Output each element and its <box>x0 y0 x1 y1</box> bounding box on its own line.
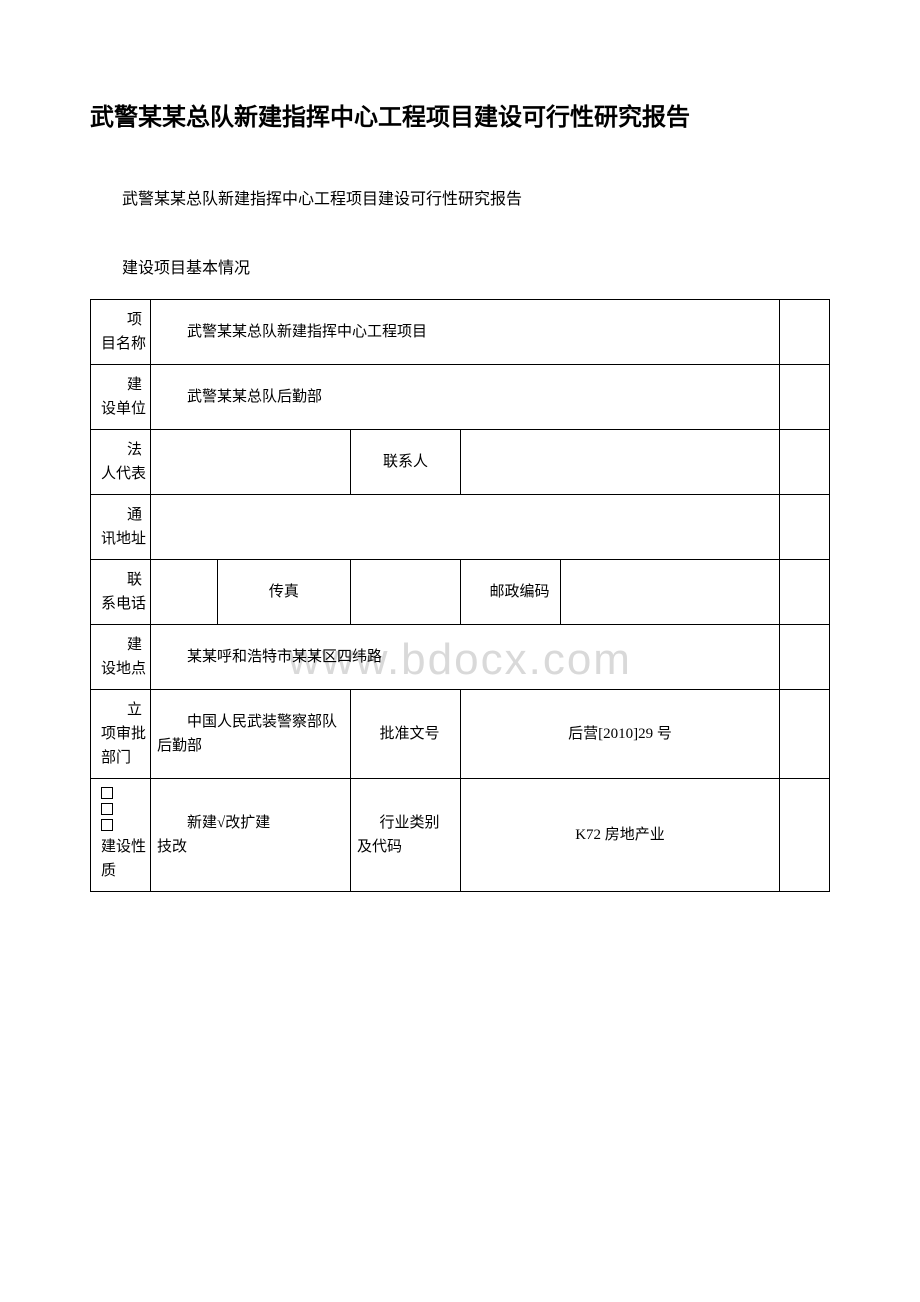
row-extra <box>780 624 830 689</box>
row-extra <box>780 429 830 494</box>
table-row: 建 设单位 武警某某总队后勤部 <box>91 364 830 429</box>
row-value: 某某呼和浩特市某某区四纬路 <box>151 624 780 689</box>
row-value: 武警某某总队新建指挥中心工程项目 <box>151 299 780 364</box>
row-label: 项 目名称 <box>91 299 151 364</box>
row-value: 新建√改扩建技改 <box>151 778 351 891</box>
row-value <box>151 429 351 494</box>
table-row: 法 人代表 联系人 <box>91 429 830 494</box>
row-extra <box>780 364 830 429</box>
table-row: 项 目名称 武警某某总队新建指挥中心工程项目 <box>91 299 830 364</box>
row-label: 建 设单位 <box>91 364 151 429</box>
right-value <box>561 559 780 624</box>
checkbox-icon <box>101 787 113 799</box>
row-value: 中国人民武装警察部队后勤部 <box>151 689 351 778</box>
row-label: 建 设地点 <box>91 624 151 689</box>
checkbox-icon <box>101 803 113 815</box>
project-info-table: 项 目名称 武警某某总队新建指挥中心工程项目 建 设单位 武警某某总队后勤部 法… <box>90 299 830 892</box>
row-value: 武警某某总队后勤部 <box>151 364 780 429</box>
row-label: 法 人代表 <box>91 429 151 494</box>
row-extra <box>780 778 830 891</box>
mid-label: 批准文号 <box>351 689 461 778</box>
mid-value <box>351 559 461 624</box>
table-row: 联 系电话 传真 邮政编码 <box>91 559 830 624</box>
right-value: K72 房地产业 <box>461 778 780 891</box>
row-value <box>151 559 218 624</box>
mid-label: 传真 <box>217 559 350 624</box>
row-value <box>151 494 780 559</box>
row-extra <box>780 494 830 559</box>
row-label: 联 系电话 <box>91 559 151 624</box>
row-extra <box>780 299 830 364</box>
row-label: 立 项审批部门 <box>91 689 151 778</box>
row-extra <box>780 689 830 778</box>
mid-label: 联系人 <box>351 429 461 494</box>
right-label: 邮政编码 <box>461 559 561 624</box>
document-title: 武警某某总队新建指挥中心工程项目建设可行性研究报告 <box>90 100 830 136</box>
section-label: 建设项目基本情况 <box>90 255 830 284</box>
checkbox-icon <box>101 819 113 831</box>
row-extra <box>780 559 830 624</box>
right-value <box>461 429 780 494</box>
table-row: 通 讯地址 <box>91 494 830 559</box>
table-row: 建 设地点 某某呼和浩特市某某区四纬路 <box>91 624 830 689</box>
table-row: 立 项审批部门 中国人民武装警察部队后勤部 批准文号 后营[2010]29 号 <box>91 689 830 778</box>
row-label: 通 讯地址 <box>91 494 151 559</box>
row-label: 建设性质 <box>91 778 151 891</box>
table-row: 建设性质 新建√改扩建技改 行业类别及代码 K72 房地产业 <box>91 778 830 891</box>
mid-label: 行业类别及代码 <box>351 778 461 891</box>
right-value: 后营[2010]29 号 <box>461 689 780 778</box>
document-subtitle: 武警某某总队新建指挥中心工程项目建设可行性研究报告 <box>90 186 830 215</box>
